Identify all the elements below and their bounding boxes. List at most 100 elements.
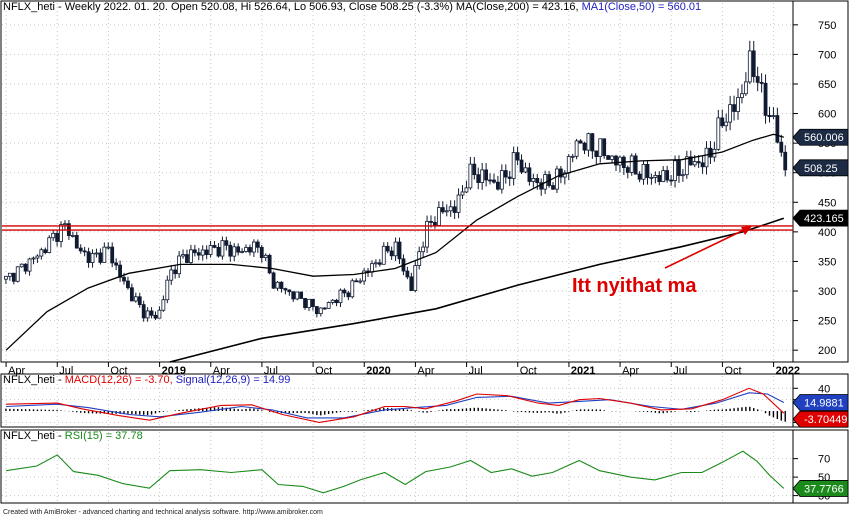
candle-body [436, 207, 441, 226]
candle-body [499, 170, 504, 190]
candle-body [523, 167, 528, 173]
candle-body [747, 50, 752, 83]
candle-body [279, 281, 284, 289]
ma200-line [169, 217, 785, 363]
macd-line [6, 387, 785, 423]
ma50-value-label-bg [792, 128, 849, 146]
candle-body [385, 245, 390, 252]
candle-body [303, 298, 307, 308]
candle-body [716, 117, 721, 150]
candle-body [440, 207, 445, 213]
candle-body [629, 155, 634, 173]
candle-body [19, 263, 24, 268]
candle-body [767, 115, 772, 117]
candle-body [192, 249, 197, 254]
candle-body [389, 250, 394, 257]
candle-body [531, 178, 536, 182]
candle-body [374, 262, 378, 265]
x-tick-label: Apr [417, 365, 434, 377]
candle-body [240, 251, 244, 253]
candle-body [688, 156, 693, 166]
candle-body [444, 210, 449, 213]
candle-body [488, 179, 492, 182]
candle-body [11, 272, 16, 282]
candle-body [90, 253, 95, 263]
candle-body [346, 292, 351, 298]
y-tick-label: 200 [818, 345, 836, 357]
x-tick-label: 2020 [366, 365, 390, 377]
candle-body [684, 156, 689, 176]
candle-body [456, 194, 461, 213]
candle-body [574, 140, 579, 157]
candle-body [161, 299, 166, 311]
y-tick-label: 40 [818, 383, 830, 395]
candle-body [700, 162, 705, 168]
candle-body [771, 115, 776, 117]
candle-body [271, 272, 276, 289]
x-tick-label: Oct [110, 365, 127, 377]
candle-body [307, 298, 311, 308]
candle-body [189, 249, 193, 263]
candle-body [220, 240, 225, 257]
candle-body [657, 175, 662, 183]
candle-body [759, 81, 764, 84]
x-tick-label: Oct [724, 365, 741, 377]
rsi-value-label-bg [792, 480, 849, 497]
candle-body [645, 164, 650, 178]
candle-body [200, 249, 205, 256]
candle-body [326, 302, 331, 309]
candle-body [464, 187, 469, 193]
candle-body [118, 264, 122, 278]
signal-value-label-bg [792, 394, 849, 411]
y-tick-label: 350 [818, 256, 836, 268]
candle-body [606, 155, 611, 160]
candle-body [413, 265, 418, 291]
candle-body [263, 254, 268, 259]
candle-body [555, 168, 559, 190]
x-tick-label: 2019 [162, 365, 186, 377]
candle-body [740, 93, 744, 98]
candle-body [126, 280, 130, 289]
candle-body [342, 289, 347, 294]
candle-body [204, 249, 209, 255]
candle-body [318, 307, 323, 315]
candle-body [598, 138, 603, 157]
candle-body [468, 163, 473, 189]
candle-body [106, 246, 111, 249]
candle-body [39, 249, 44, 257]
candle-body [586, 133, 591, 151]
candle-body [31, 257, 36, 260]
candle-body [751, 50, 756, 77]
candle-body [165, 279, 170, 301]
candle-body [728, 104, 733, 123]
candle-body [110, 246, 115, 264]
candle-body [248, 247, 252, 253]
candle-body [677, 160, 681, 176]
candle-body [145, 310, 150, 319]
candle-body [405, 270, 410, 278]
candle-body [94, 252, 99, 255]
candle-body [55, 232, 60, 242]
candle-body [551, 185, 555, 190]
candle-body [763, 82, 768, 116]
ma50-line [5, 133, 784, 351]
rsi-panel-title: NFLX_heti - RSI(15) = 37.78 [3, 430, 143, 442]
candle-body [578, 140, 583, 144]
x-tick-label: Jul [469, 365, 483, 377]
footer-credit: Created with AmiBroker - advanced charti… [3, 509, 323, 516]
candle-body [51, 232, 56, 239]
candle-body [633, 155, 638, 175]
candle-body [259, 246, 264, 259]
signal-value-label: 14.9881 [804, 398, 844, 410]
candle-body [625, 167, 630, 173]
rsi-value-label: 37.7766 [804, 483, 844, 495]
candle-body [27, 258, 32, 272]
candle-body [610, 155, 614, 160]
candle-body [594, 150, 599, 157]
candle-body [582, 142, 587, 151]
candle-body [696, 161, 701, 164]
candle-body [350, 280, 355, 298]
price-panel-title: NFLX_heti - Weekly 2022. 01. 20. Open 52… [3, 1, 702, 13]
candle-body [287, 289, 292, 293]
